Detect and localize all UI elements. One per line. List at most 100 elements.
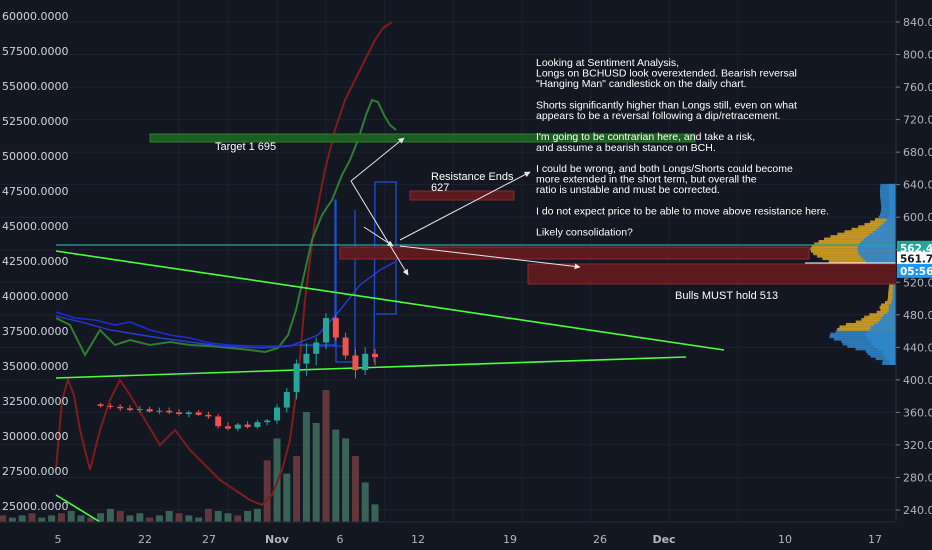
note-line: I'm going to be contrarian here, and tak… [536, 131, 755, 143]
profile-bar-inner [870, 325, 896, 329]
time-axis-tick: 6 [337, 533, 344, 546]
volume-bar [293, 456, 301, 522]
ascending-trendline[interactable] [55, 356, 687, 379]
volume-bar [175, 513, 183, 522]
bulls-support-zone[interactable] [527, 263, 897, 285]
profile-bar-inner [868, 337, 896, 341]
candle-body [215, 416, 222, 427]
profile-bar [875, 357, 896, 361]
profile-bar-inner [889, 359, 896, 363]
time-axis-tick: Dec [652, 533, 675, 546]
left-axis-tick: 45000.0000 [2, 220, 68, 233]
profile-bar-inner [889, 203, 896, 207]
candle [362, 347, 369, 375]
profile-bar-inner [889, 362, 896, 365]
profile-bar-inner [888, 215, 896, 219]
volume-bar [48, 515, 56, 522]
target-zone[interactable] [149, 133, 696, 143]
volume-bar [116, 511, 124, 522]
candle-body [136, 409, 143, 411]
right-axis-tick: 760.0 [903, 81, 932, 94]
candle-body [254, 422, 261, 428]
profile-bar-inner [892, 283, 896, 287]
profile-bar [855, 320, 896, 324]
profile-bar [851, 227, 896, 231]
profile-bar-inner [884, 313, 896, 317]
profile-bar [880, 210, 896, 214]
candle [176, 409, 182, 416]
resistance-band[interactable] [339, 246, 810, 260]
candle-body [362, 353, 369, 371]
resistance-zone[interactable] [409, 190, 515, 201]
right-axis-tick: 680.0 [903, 146, 932, 159]
candle-body [156, 410, 163, 412]
time-axis-tick: 27 [202, 533, 216, 546]
profile-bar [830, 235, 896, 239]
note-line: Longs on BCHUSD look overextended. Beari… [536, 68, 797, 80]
profile-bar-inner [866, 335, 896, 339]
volume-bar [57, 513, 65, 522]
volume-bar [0, 515, 7, 522]
volume-bar [371, 504, 379, 522]
trendlines[interactable] [55, 250, 725, 523]
candle [215, 414, 222, 429]
candle-body [264, 420, 271, 423]
right-axis-tick: 480.0 [903, 309, 932, 322]
profile-bar-inner [888, 305, 896, 309]
right-axis-tick: 640.0 [903, 179, 932, 192]
left-axis-tick: 40000.0000 [2, 290, 68, 303]
right-axis-tick: 400.0 [903, 374, 932, 387]
profile-bar-inner [873, 322, 896, 326]
profile-bar-inner [877, 347, 896, 351]
profile-bar [834, 337, 896, 341]
volume-bars [0, 390, 379, 522]
profile-bar [822, 257, 896, 261]
volume-bar [67, 511, 75, 522]
profile-bar-inner [889, 205, 896, 209]
volume-bar [224, 513, 232, 522]
profile-bar [864, 315, 896, 319]
profile-bar-inner [886, 357, 896, 361]
profile-bar [880, 303, 896, 307]
candle [293, 359, 300, 400]
volume-bar [28, 513, 36, 522]
profile-bar [870, 354, 896, 358]
volume-bar [244, 511, 252, 522]
profile-bar [847, 344, 896, 348]
left-price-axis[interactable]: 60000.0000 57500.0000 55000.0000 52500.0000… [2, 10, 68, 513]
left-axis-tick: 32500.0000 [2, 395, 68, 408]
descending-trendline[interactable] [55, 250, 725, 351]
candle [117, 404, 124, 411]
note-line: I could be wrong, and both Longs/Shorts … [536, 163, 793, 175]
candle-body [146, 409, 153, 412]
profile-bar-inner [892, 291, 896, 295]
profile-bar [880, 308, 896, 312]
left-axis-tick: 27500.0000 [2, 465, 68, 478]
right-axis-tick: 520.0 [903, 276, 932, 289]
candle [225, 422, 231, 431]
right-axis-tick: 280.0 [903, 471, 932, 484]
profile-bar [881, 208, 896, 212]
volume-bar [322, 390, 330, 522]
candle-body [313, 342, 320, 354]
time-axis[interactable]: 5 22 27 Nov 6 12 19 26 Dec 10 17 [0, 521, 932, 550]
right-price-axis[interactable]: 840.0800.0760.0720.0680.0640.0600.0560.0… [895, 0, 932, 550]
candle-body [117, 406, 124, 409]
analysis-notes: Looking at Sentiment Analysis,Longs on B… [536, 57, 829, 239]
note-line: I do not expect price to be able to move… [536, 205, 829, 217]
profile-bar [811, 244, 896, 248]
candle-body [225, 426, 231, 429]
volume-bar [234, 515, 242, 522]
resistance-label-line2: 627 [431, 182, 449, 194]
profile-bar-inner [888, 191, 896, 195]
profile-bar [861, 318, 896, 322]
profile-bar-inner [892, 298, 896, 302]
note-line: Likely consolidation? [536, 227, 633, 239]
right-axis-tick: 600.0 [903, 211, 932, 224]
profile-bar [818, 240, 896, 243]
profile-bar-inner [888, 183, 896, 187]
profile-bar-inner [871, 340, 896, 344]
candle [166, 407, 173, 415]
lower-trendline[interactable] [55, 494, 101, 523]
